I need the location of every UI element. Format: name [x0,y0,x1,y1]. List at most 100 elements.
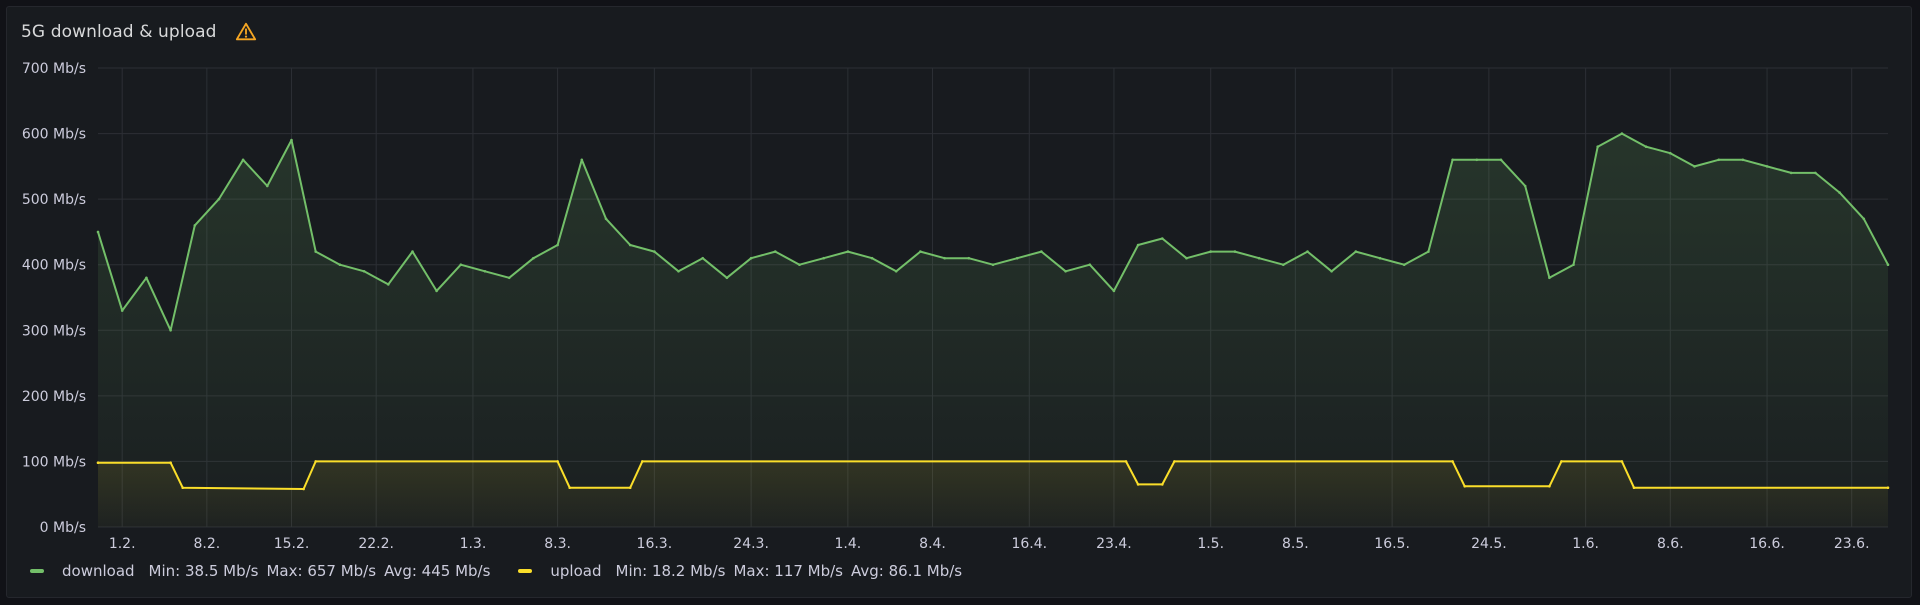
data-point-download [1499,158,1503,162]
legend-avg: Avg: 445 Mb/s [384,562,491,580]
data-point-download [459,263,463,267]
data-point-download [677,270,680,273]
data-point-download [1402,263,1406,267]
data-point-download [1257,256,1261,260]
data-point-download [870,256,874,260]
data-point-download [894,270,898,273]
data-point-download [846,250,850,253]
data-point-download [1015,256,1019,260]
data-point-download [338,263,342,267]
data-point-download [120,309,124,312]
panel-title[interactable]: 5G download & upload [21,22,217,42]
data-point-download [1596,145,1599,148]
x-tick-label: 8.2. [193,536,220,552]
data-point-upload [1173,460,1176,463]
legend-swatch-upload [518,569,533,573]
data-point-download [507,276,511,280]
data-point-download [241,158,245,162]
data-point-download [290,138,293,142]
data-point-download [822,256,825,260]
x-tick-label: 8.6. [1657,536,1684,552]
x-tick-label: 8.3. [544,536,571,552]
data-point-download [1282,263,1285,267]
legend-item-download[interactable]: download Min: 38.5 Mb/s Max: 657 Mb/s Av… [30,562,498,580]
data-point-download [556,243,559,247]
data-point-upload [1136,483,1140,486]
data-point-upload [314,460,318,463]
x-tick-label: 16.4. [1011,536,1047,552]
data-point-download [1161,237,1164,240]
y-tick-label: 500 Mb/s [22,192,86,208]
x-tick-label: 24.3. [733,536,769,552]
data-point-download [483,270,487,273]
data-point-download [701,256,704,260]
data-point-download [1209,250,1212,253]
data-point-download [193,224,197,227]
data-point-download [919,250,922,253]
x-tick-label: 1.5. [1197,536,1224,552]
legend: download Min: 38.5 Mb/s Max: 657 Mb/s Av… [30,562,990,580]
data-point-download [1475,158,1479,162]
data-point-download [1330,270,1333,273]
x-tick-label: 22.2. [358,536,394,552]
data-point-upload [96,461,100,465]
data-point-download [604,217,608,221]
data-point-download [1862,217,1866,221]
data-point-download [1717,158,1720,162]
data-point-download [1644,145,1648,148]
x-tick-label: 1.6. [1572,536,1599,552]
data-point-upload [181,486,184,490]
data-point-download [1886,263,1890,267]
x-tick-label: 8.4. [919,536,946,552]
data-point-download [774,250,777,253]
legend-avg: Avg: 86.1 Mb/s [851,562,963,580]
legend-max: Max: 657 Mb/s [266,562,377,580]
data-point-upload [1463,485,1466,488]
data-point-download [628,243,632,247]
data-point-upload [568,486,571,490]
series-area-upload [98,461,1888,527]
data-point-download [1523,184,1527,188]
data-point-download [435,289,438,293]
data-point-upload [1548,485,1551,488]
y-tick-label: 300 Mb/s [22,323,86,339]
data-point-download [217,197,221,201]
data-point-upload [1161,483,1164,486]
data-point-upload [1451,460,1454,463]
legend-name: upload [550,562,602,580]
data-point-download [96,230,100,234]
y-tick-label: 200 Mb/s [22,389,86,405]
x-tick-label: 24.5. [1471,536,1507,552]
data-point-download [1693,165,1696,168]
legend-min: Min: 18.2 Mb/s [615,562,726,580]
x-tick-label: 1.2. [109,536,136,552]
data-point-download [411,250,414,253]
data-point-download [1741,158,1745,162]
data-point-download [1765,165,1769,168]
data-point-download [798,263,801,267]
data-point-download [1427,250,1430,253]
x-tick-label: 1.4. [835,536,862,552]
data-point-download [1306,250,1309,253]
data-point-download [943,256,946,260]
y-tick-label: 100 Mb/s [22,454,86,470]
data-point-upload [169,461,172,465]
data-point-download [1064,270,1067,273]
x-tick-label: 15.2. [274,536,310,552]
data-point-download [387,283,390,286]
data-point-upload [1632,486,1636,490]
data-point-download [1789,171,1793,175]
legend-name: download [62,562,135,580]
legend-item-upload[interactable]: upload Min: 18.2 Mb/s Max: 117 Mb/s Avg:… [518,562,970,580]
data-point-download [725,276,729,280]
data-point-download [1620,132,1624,135]
data-point-download [1233,250,1237,253]
data-point-download [749,256,753,260]
panel-header: 5G download & upload [21,20,257,44]
data-point-upload [556,460,559,463]
data-point-download [1088,263,1092,267]
y-tick-label: 600 Mb/s [22,127,86,143]
data-point-upload [1886,486,1890,490]
warning-triangle-icon[interactable] [235,21,257,43]
